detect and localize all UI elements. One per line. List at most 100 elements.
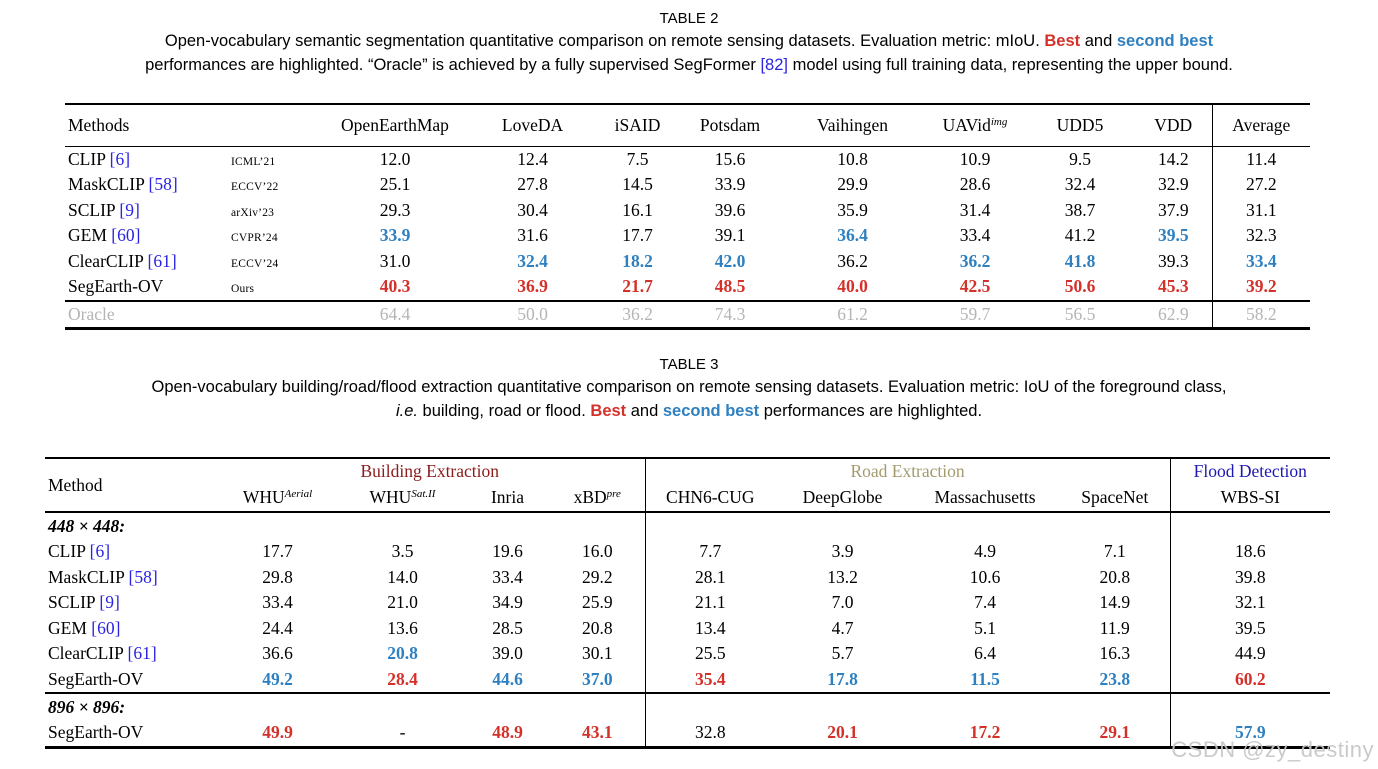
reference-link[interactable]: [61] [143,250,177,271]
value-cell: 29.8 [262,566,293,587]
value-cell: 31.4 [959,199,991,220]
reference-link[interactable]: [82] [760,55,788,74]
method-cell: ClearCLIP [61] [45,641,215,667]
value-cell: 32.4 [517,250,548,271]
value-cell: 30.1 [581,643,613,664]
value-cell: 7.5 [626,148,649,169]
value-cell: 16.1 [622,199,653,220]
value-cell: 41.2 [1064,225,1096,246]
reference-link[interactable]: [61] [123,643,157,664]
value-cell: 44.9 [1169,641,1331,667]
value-cell: 21.1 [644,590,776,616]
value-cell: 30.4 [517,199,548,220]
section-label-row: 896 × 896: [45,693,1331,720]
venue-label: ECCV’22 [231,181,279,194]
group-road-extraction: Road Extraction [644,458,1171,484]
value-cell: 20.1 [827,722,858,743]
reference-link[interactable]: [60] [106,225,141,246]
value-cell: 29.9 [837,174,868,195]
reference-link[interactable]: [9] [95,592,120,613]
value-cell: 20.8 [387,643,418,664]
value-cell: 27.8 [517,174,548,195]
value-cell: 33.4 [262,592,293,613]
section-label: 448 × 448: [48,515,126,536]
value-cell: 9.5 [1069,148,1091,169]
value-cell: 74.3 [714,303,746,324]
value-cell: 27.2 [1211,172,1310,198]
reference-link[interactable]: [60] [86,617,121,638]
reference-link[interactable]: [6] [105,148,131,169]
value-cell: 43.1 [581,722,613,743]
method-cell: SCLIP [9] [45,590,215,616]
superscript: Aerial [284,488,313,500]
empty-cell [215,512,340,539]
value-cell: 33.4 [959,225,991,246]
value-cell: 33.9 [379,225,411,246]
table-row: SegEarth-OV 49.2 28.4 44.6 37.0 35.4 17.8 11.5 2… [45,666,1331,694]
method-cell: CLIP [6] ICML’21 [65,146,320,172]
method-name: MaskCLIP [58] [48,566,158,587]
empty-cell [1169,693,1331,720]
value-cell: 48.5 [714,276,746,297]
reference-link[interactable]: [58] [124,566,158,587]
venue-label: ICML’21 [231,155,276,168]
empty-cell [1060,693,1170,720]
method-cell: SegEarth-OV [45,667,215,694]
value-cell: 24.4 [262,617,293,638]
col-label: xBD [573,487,607,507]
col-method: Method [48,474,103,495]
empty-cell [775,693,910,720]
caption-text: performances are highlighted. “Oracle” i… [145,55,761,74]
value-cell: 28.5 [492,617,523,638]
caption-line: Open-vocabulary semantic segmentation qu… [0,30,1378,54]
empty-cell [1169,512,1331,539]
col-label: Average [1232,114,1291,135]
value-cell: 35.4 [644,666,776,693]
col-massachusetts: Massachusetts [910,484,1060,512]
method-cell: GEM [60] CVPR’24 [65,223,320,249]
col-label: LoveDA [501,114,564,135]
table-row: MaskCLIP [58] ECCV’22 25.1 27.8 14.5 33.9 29.9… [65,172,1310,198]
col-vaihingen: Vaihingen [780,104,925,146]
reference-link[interactable]: [6] [85,541,111,562]
caption-text: Open-vocabulary semantic segmentation qu… [164,32,1045,50]
reference-link[interactable]: [58] [144,174,178,195]
value-cell: 21.7 [622,276,653,297]
table3-title: TABLE 3 [659,356,719,373]
superscript: pre [606,488,621,500]
col-chn6-cug: CHN6-CUG [644,484,776,512]
col-inria: Inria [465,484,550,512]
col-label: OpenEarthMap [341,114,449,135]
col-average: Average [1211,104,1310,146]
col-label: CHN6-CUG [666,487,755,507]
watermark: CSDN @zy_destiny [1171,737,1374,762]
value-cell: 12.0 [379,148,411,169]
value-cell: 7.7 [644,539,776,565]
table3: Method Building Extraction Road Extracti… [45,457,1331,749]
table-row: SegEarth-OV Ours 40.3 36.9 21.7 48.5 40.0 42.5 5… [65,274,1310,301]
caption-line: i.e. building, road or flood. Best and s… [0,400,1378,424]
second-best-legend: second best [1116,32,1214,50]
value-cell: 37.9 [1157,199,1189,220]
value-cell: 28.1 [644,564,776,590]
method-cell: MaskCLIP [58] [45,565,215,591]
table-row: MaskCLIP [58] 29.8 14.0 33.4 29.2 28.1 13.2 10.… [45,564,1331,591]
value-cell: 25.1 [379,174,411,195]
value-cell: 7.0 [831,592,854,613]
method-name: SCLIP [9] [68,199,140,220]
col-label: WHU [369,487,412,507]
value-cell: 39.6 [714,199,746,220]
value-cell: 14.5 [622,174,653,195]
value-cell: 36.2 [959,250,991,271]
table2-caption-text: Open-vocabulary semantic segmentation qu… [0,30,1378,77]
value-cell: 33.4 [1211,248,1310,274]
value-cell: 17.7 [622,225,653,246]
value-cell: 49.9 [262,722,293,743]
value-cell: 12.4 [517,148,548,169]
method-cell: SegEarth-OV [45,720,215,747]
value-cell: 58.2 [1211,300,1310,329]
value-cell: 7.4 [974,592,996,613]
value-cell: 21.0 [387,592,418,613]
reference-link[interactable]: [9] [115,199,140,220]
table-row: SCLIP [9] arXiv’23 29.3 30.4 16.1 39.6 35.9 31.… [65,197,1310,223]
